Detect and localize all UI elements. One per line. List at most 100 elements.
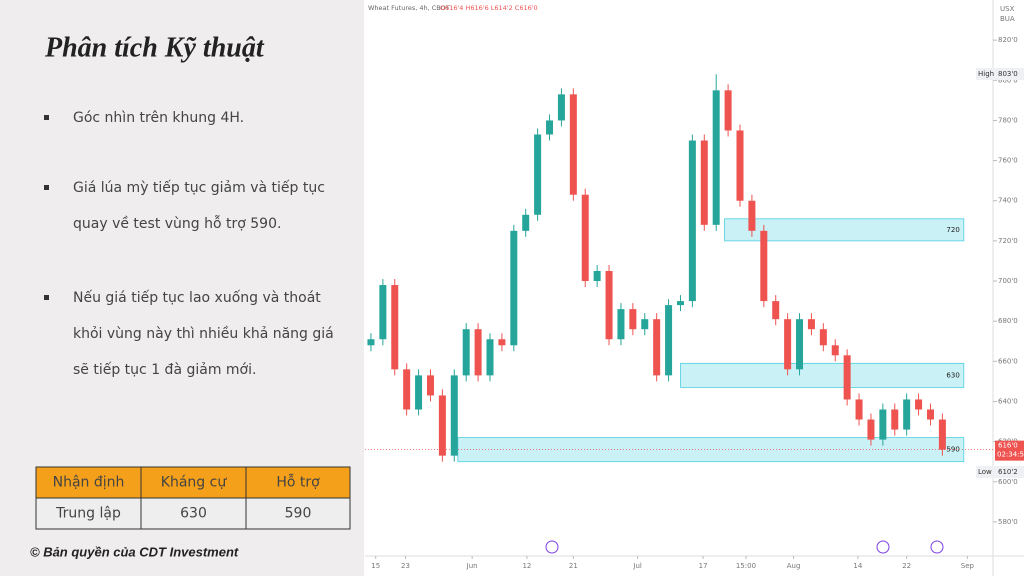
candle-body: [546, 120, 554, 135]
candle-body: [688, 140, 696, 302]
currency: BUA: [1000, 15, 1015, 23]
candle-body: [510, 230, 518, 346]
candle-body: [665, 305, 673, 376]
bullet-marker: [44, 295, 49, 300]
y-tick-label: 700'0: [998, 277, 1018, 285]
y-tick-label: 800'0: [998, 76, 1018, 84]
candle-body: [903, 399, 911, 430]
candle-body: [676, 301, 684, 306]
bullet-text: Góc nhìn trên khung 4H.: [73, 110, 244, 126]
zone: [680, 362, 965, 388]
candle-body: [807, 319, 815, 330]
y-tick-label: 820'0: [998, 36, 1018, 44]
y-tick-label: 660'0: [998, 357, 1018, 365]
candle-body: [748, 200, 756, 231]
candle-body: [438, 395, 446, 456]
countdown: 02:34:59: [997, 451, 1024, 459]
candle-body: [915, 399, 923, 410]
y-tick-label: 680'0: [998, 317, 1018, 325]
price-tag-bg: [976, 466, 1024, 478]
y-tick-label: 780'0: [998, 116, 1018, 124]
bullet-text: sẽ tiếp tục 1 đà giảm mới.: [73, 361, 256, 378]
candle-body: [367, 339, 375, 346]
candle-body: [462, 329, 470, 376]
cell-text: Trung lập: [55, 506, 121, 522]
last-price-label: 616'0: [998, 442, 1018, 450]
last-price-tag: [995, 440, 1024, 461]
candle-body: [617, 309, 625, 340]
price-tag-value: 803'0: [998, 70, 1018, 78]
chart: 580'0600'0620'0640'0660'0680'0700'0720'0…: [365, 0, 1024, 576]
candle-body: [593, 270, 601, 282]
cell-text: 630: [180, 506, 207, 522]
candle-body: [879, 409, 887, 440]
x-tick-label: 15: [371, 562, 380, 570]
x-tick-label: 12: [522, 562, 531, 570]
bullet-marker: [44, 115, 49, 120]
candle-body: [391, 285, 399, 370]
candle-body: [843, 355, 851, 400]
footer: © Bản quyền của CDT Investment: [30, 544, 239, 559]
bullets: Góc nhìn trên khung 4H. Giá lúa mỳ tiếp t…: [44, 110, 334, 378]
candle-body: [450, 375, 458, 456]
candle-body: [831, 345, 839, 356]
candle-body: [926, 409, 934, 420]
candle-body: [641, 319, 649, 330]
zone: [724, 218, 965, 242]
header-text: Nhận định: [53, 475, 125, 491]
candle-body: [486, 339, 494, 376]
candle-body: [474, 329, 482, 376]
candle-body: [796, 319, 804, 370]
candle-body: [426, 375, 434, 396]
y-tick-label: 740'0: [998, 197, 1018, 205]
candle-body: [891, 409, 899, 430]
event-icons: [545, 540, 944, 554]
y-tick-label: 580'0: [998, 518, 1018, 526]
zone-label: 720: [946, 226, 959, 234]
candle-body: [819, 329, 827, 346]
candle-body: [581, 194, 589, 282]
x-tick-label: 23: [401, 562, 410, 570]
event-icon[interactable]: [930, 540, 944, 554]
y-tick-label: 760'0: [998, 157, 1018, 165]
candle-body: [403, 369, 411, 410]
candle-body: [772, 301, 780, 320]
chart-title: Wheat Futures, 4h, CBOT: [368, 4, 450, 12]
x-tick-label: 22: [902, 562, 911, 570]
candle-body: [938, 419, 946, 450]
bullet-marker: [44, 185, 49, 190]
candle-body: [700, 140, 708, 225]
candle-body: [415, 375, 423, 410]
currency: USX: [1000, 5, 1015, 13]
header-text: Hỗ trợ: [276, 474, 320, 491]
slide-title: Phân tích Kỹ thuật: [44, 32, 265, 63]
candle-body: [760, 230, 768, 302]
price-tag: High 803'0: [976, 68, 1024, 80]
candle-body: [736, 130, 744, 201]
bullet-text: Giá lúa mỳ tiếp tục giảm và tiếp tục: [73, 179, 325, 196]
candle-body: [784, 319, 792, 370]
candle-body: [712, 90, 720, 225]
x-tick-label: 17: [699, 562, 708, 570]
bullet-text: Nếu giá tiếp tục lao xuống và thoát: [73, 289, 321, 306]
y-tick-label: 720'0: [998, 237, 1018, 245]
y-tick-label: 600'0: [998, 478, 1018, 486]
x-tick-label: Jul: [632, 562, 642, 570]
header-cell: [245, 466, 351, 499]
header-cell: [35, 466, 142, 499]
candle-body: [629, 309, 637, 330]
candle-body: [605, 270, 613, 340]
event-icon[interactable]: [876, 540, 890, 554]
x-tick-label: 21: [569, 562, 578, 570]
cell-text: 590: [285, 506, 312, 522]
candle-body: [569, 94, 577, 195]
bullet-text: khỏi vùng này thì nhiều khả năng giá: [73, 325, 334, 342]
candle-body: [522, 214, 530, 231]
x-tick-label: 14: [853, 562, 862, 570]
bullet-text: quay về test vùng hỗ trợ 590.: [73, 215, 281, 232]
price-tag-value: 610'2: [998, 468, 1018, 476]
candle-body: [867, 419, 875, 440]
ohlc-text: O616'4 H616'6 L614'2 C616'0: [440, 4, 538, 12]
event-icon[interactable]: [545, 540, 559, 554]
